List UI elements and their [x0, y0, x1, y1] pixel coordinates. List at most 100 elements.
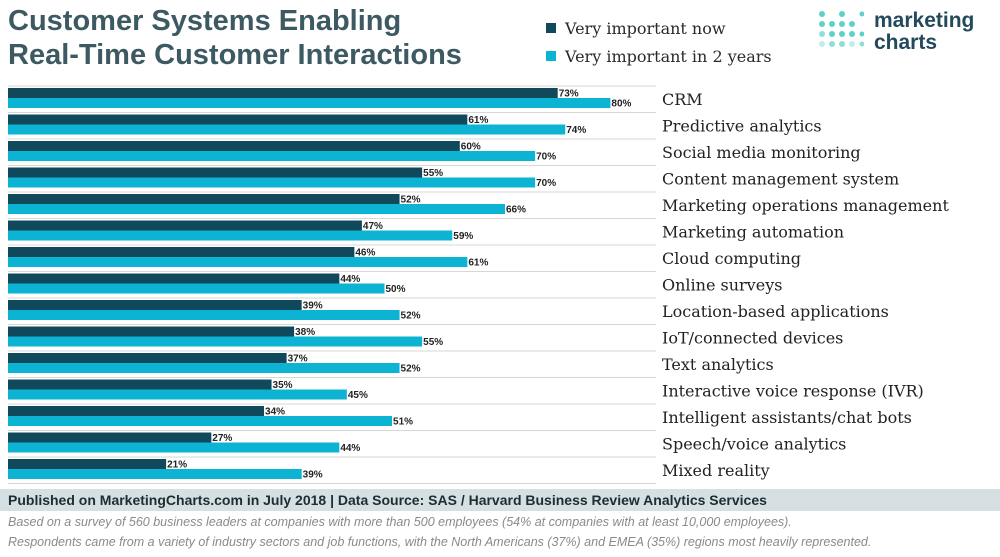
data-label: 35% — [273, 380, 293, 391]
data-label: 21% — [167, 460, 187, 471]
bar-now — [8, 194, 400, 204]
survey-note-2: Respondents came from a variety of indus… — [8, 535, 872, 549]
bar-future — [8, 124, 566, 135]
bar-group: 37% 52% Text analytics — [8, 353, 774, 375]
bar-now — [8, 326, 295, 337]
data-label: 38% — [295, 327, 315, 338]
bar-future — [8, 310, 400, 320]
bar-now — [8, 141, 460, 151]
bar-future — [8, 416, 393, 426]
bar-group: 46% 61% Cloud computing — [8, 247, 801, 269]
data-label: 34% — [265, 407, 285, 418]
legend-label-future: Very important in 2 years — [565, 46, 772, 66]
category-label: IoT/connected devices — [662, 329, 843, 348]
category-label: Interactive voice response (IVR) — [662, 382, 924, 401]
bar-future — [8, 151, 536, 161]
category-label: Social media monitoring — [662, 143, 861, 162]
data-label: 61% — [468, 115, 488, 126]
category-label: Cloud computing — [662, 249, 801, 268]
logo-word-1: marketing — [874, 9, 975, 32]
bar-group: 39% 52% Location-based applications — [8, 300, 889, 322]
data-label: 39% — [303, 301, 323, 312]
chart-title-line-2: Real-Time Customer Interactions — [8, 39, 462, 71]
bar-now — [8, 220, 362, 231]
bar-now — [8, 432, 212, 443]
bar-future — [8, 336, 423, 347]
legend-label-now: Very important now — [565, 18, 726, 38]
bar-group: 55% 70% Content management system — [8, 167, 899, 189]
category-label: Online surveys — [662, 276, 782, 295]
category-label: Intelligent assistants/chat bots — [662, 408, 912, 427]
data-label: 50% — [386, 284, 406, 295]
data-label: 44% — [340, 443, 360, 454]
category-label: Location-based applications — [662, 302, 889, 321]
survey-note-1: Based on a survey of 560 business leader… — [8, 515, 792, 529]
data-label: 74% — [566, 125, 586, 136]
chart-title-line-1: Customer Systems Enabling — [8, 5, 402, 37]
bar-group: 52% 66% Marketing operations management — [8, 194, 949, 216]
data-label: 27% — [212, 433, 232, 444]
bar-now — [8, 88, 558, 98]
data-label: 55% — [423, 337, 443, 348]
data-label: 70% — [536, 152, 556, 163]
data-label: 46% — [355, 248, 375, 259]
bar-future — [8, 389, 347, 400]
gridlines — [8, 85, 656, 484]
category-label: Marketing operations management — [662, 196, 949, 215]
chart-legend: Very important now Very important in 2 y… — [546, 14, 772, 70]
marketingcharts-logo: marketing charts — [818, 10, 974, 54]
bar-now — [8, 406, 265, 416]
data-label: 37% — [288, 354, 308, 365]
bar-future — [8, 469, 302, 479]
category-label: CRM — [662, 90, 703, 109]
category-label: Mixed reality — [662, 461, 770, 480]
legend-item-future: Very important in 2 years — [546, 42, 772, 70]
data-label: 80% — [611, 99, 631, 110]
bar-future — [8, 230, 453, 241]
bar-group: 27% 44% Speech/voice analytics — [8, 432, 846, 454]
data-label: 73% — [559, 89, 579, 100]
bar-future — [8, 98, 611, 108]
bar-future — [8, 257, 468, 267]
source-bar: Published on MarketingCharts.com in July… — [0, 489, 1000, 511]
bar-now — [8, 300, 302, 310]
logo-word-2: charts — [874, 31, 938, 54]
bar-group: 73% 80% CRM — [8, 88, 703, 110]
data-label: 55% — [423, 168, 443, 179]
data-label: 45% — [348, 390, 368, 401]
data-label: 59% — [453, 231, 473, 242]
data-label: 52% — [401, 364, 421, 375]
data-label: 66% — [506, 205, 526, 216]
bar-group: 44% 50% Online surveys — [8, 273, 782, 295]
bar-now — [8, 247, 355, 257]
bar-future — [8, 177, 536, 188]
data-label: 60% — [461, 142, 481, 153]
bar-group: 47% 59% Marketing automation — [8, 220, 844, 242]
bar-group: 34% 51% Intelligent assistants/chat bots — [8, 406, 912, 428]
bar-group: 35% 45% Interactive voice response (IVR) — [8, 379, 924, 401]
bar-now — [8, 273, 340, 284]
bar-now — [8, 353, 287, 363]
data-label: 52% — [401, 195, 421, 206]
logo-dots-icon — [819, 11, 864, 47]
data-label: 52% — [401, 311, 421, 322]
data-label: 51% — [393, 417, 413, 428]
bar-now — [8, 459, 167, 469]
logo-wordmark: marketing charts — [874, 10, 974, 54]
bar-group: 60% 70% Social media monitoring — [8, 141, 861, 163]
bar-group: 61% 74% Predictive analytics — [8, 114, 822, 136]
category-label: Content management system — [662, 170, 899, 189]
legend-swatch-now — [546, 23, 556, 33]
bar-group: 21% 39% Mixed reality — [8, 459, 770, 481]
bar-future — [8, 283, 385, 294]
data-label: 44% — [340, 274, 360, 285]
category-label: Predictive analytics — [662, 117, 822, 136]
bar-now — [8, 167, 423, 178]
data-label: 39% — [303, 470, 323, 481]
bar-now — [8, 379, 272, 390]
data-label: 70% — [536, 178, 556, 189]
category-label: Marketing automation — [662, 223, 844, 242]
legend-item-now: Very important now — [546, 14, 772, 42]
data-label: 61% — [468, 258, 488, 269]
